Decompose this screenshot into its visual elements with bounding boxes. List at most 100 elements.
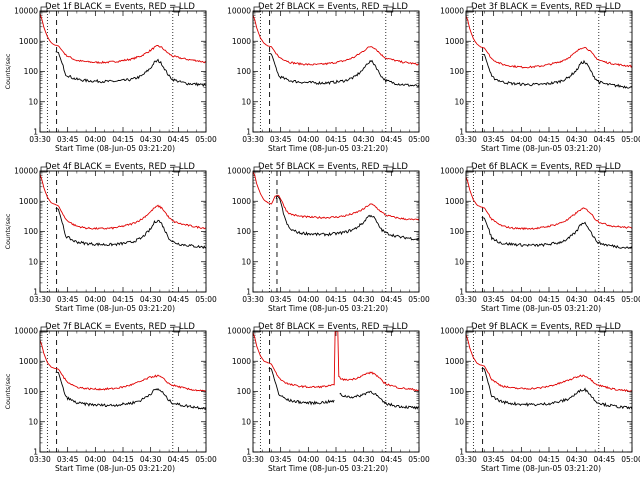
y-tick-label: 1 [33, 288, 38, 297]
x-tick-label: 05:00 [621, 455, 640, 464]
y-tick-label: 10 [241, 417, 251, 426]
panel-det-1: Det 1f BLACK = Events, RED = LLD 1 10 100 10… [4, 2, 217, 153]
x-tick-label: 03:45 [270, 455, 292, 464]
panel-det-9: Det 9f BLACK = Events, RED = LLD 1 10 100 10… [440, 322, 640, 473]
panel-det-5: Det 5f BLACK = Events, RED = LLD 1 10 100 10… [227, 162, 430, 313]
x-tick-label: 03:45 [483, 295, 505, 304]
y-tick-label: 1 [33, 448, 38, 457]
x-tick-label: 03:30 [29, 295, 51, 304]
y-axis-label: Counts/sec [4, 213, 12, 249]
x-tick-label: 04:45 [594, 135, 616, 144]
y-tick-label: 10 [454, 257, 464, 266]
series-events-black [55, 371, 206, 410]
y-tick-label: 1 [246, 128, 251, 137]
x-tick-label: 04:15 [325, 455, 347, 464]
y-tick-label: 1000 [19, 197, 38, 206]
x-tick-label: 04:30 [566, 295, 588, 304]
x-tick-label: 03:30 [29, 135, 51, 144]
series-events-black [481, 217, 632, 250]
y-tick-label: 1000 [445, 37, 464, 46]
x-tick-label: 03:45 [483, 455, 505, 464]
panel-det-4: Det 4f BLACK = Events, RED = LLD 1 10 100 10… [4, 162, 217, 313]
panel-det-8: Det 8f BLACK = Events, RED = LLD 1 10 100 10… [227, 322, 430, 473]
x-tick-label: 04:30 [353, 455, 375, 464]
y-axis-label: Counts/sec [4, 373, 12, 409]
y-tick-label: 10 [28, 257, 38, 266]
plot-frame [252, 10, 420, 133]
flag-box [386, 6, 394, 13]
x-tick-label: 04:30 [140, 295, 162, 304]
y-tick-label: 1 [33, 128, 38, 137]
x-tick-label: 04:15 [325, 295, 347, 304]
y-tick-label: 100 [24, 67, 39, 76]
panel-title: Det 3f BLACK = Events, RED = LLD [471, 2, 621, 12]
series-events-black [55, 51, 206, 88]
flag-box [599, 326, 607, 333]
x-tick-label: 03:30 [455, 295, 477, 304]
series-events-black [55, 207, 206, 250]
x-tick-label: 04:45 [168, 295, 190, 304]
x-axis-label: Start Time (08-Jun-05 03:21:20) [55, 304, 175, 313]
series-events-black [481, 53, 632, 89]
x-tick-label: 04:45 [381, 135, 403, 144]
y-tick-label: 10000 [227, 7, 251, 16]
x-tick-label: 04:00 [298, 295, 320, 304]
x-axis-label: Start Time (08-Jun-05 03:21:20) [481, 464, 601, 473]
y-tick-label: 1 [246, 288, 251, 297]
series-lld-red [466, 176, 632, 231]
y-tick-label: 10 [28, 97, 38, 106]
x-tick-label: 04:00 [298, 455, 320, 464]
y-tick-label: 100 [237, 67, 252, 76]
panel-det-3: Det 3f BLACK = Events, RED = LLD 1 10 100 10… [440, 2, 640, 153]
series-events-black [275, 195, 419, 241]
x-tick-label: 04:15 [325, 135, 347, 144]
series-lld-red [253, 14, 419, 66]
y-tick-label: 100 [237, 227, 252, 236]
flag-box [386, 166, 394, 173]
x-tick-label: 04:00 [511, 295, 533, 304]
flag-box [599, 166, 607, 173]
plot-frame [465, 170, 633, 293]
flag-box [40, 166, 48, 173]
y-tick-label: 10 [454, 97, 464, 106]
x-tick-label: 05:00 [621, 295, 640, 304]
series-lld-red [253, 331, 419, 392]
panel-title: Det 2f BLACK = Events, RED = LLD [258, 2, 408, 12]
y-tick-label: 10 [241, 257, 251, 266]
series-events-black [481, 367, 632, 410]
plot-frame [39, 330, 207, 453]
flag-box [253, 6, 261, 13]
y-tick-label: 100 [450, 67, 465, 76]
x-tick-label: 04:30 [566, 135, 588, 144]
flag-box [173, 6, 181, 13]
x-tick-label: 04:45 [594, 455, 616, 464]
x-tick-label: 05:00 [408, 295, 430, 304]
y-tick-label: 10 [241, 97, 251, 106]
x-tick-label: 03:45 [270, 135, 292, 144]
x-tick-label: 04:00 [85, 455, 107, 464]
y-tick-label: 100 [450, 387, 465, 396]
panel-title: Det 6f BLACK = Events, RED = LLD [471, 162, 621, 172]
flag-box [173, 326, 181, 333]
x-tick-label: 03:30 [455, 455, 477, 464]
x-axis-label: Start Time (08-Jun-05 03:21:20) [481, 144, 601, 153]
y-tick-label: 1000 [232, 37, 251, 46]
y-tick-label: 10000 [227, 167, 251, 176]
panel-title: Det 9f BLACK = Events, RED = LLD [471, 322, 621, 332]
flag-box [599, 6, 607, 13]
x-tick-label: 05:00 [195, 455, 217, 464]
flag-box [253, 326, 261, 333]
y-tick-label: 10000 [14, 327, 38, 336]
y-tick-label: 1000 [232, 357, 251, 366]
x-tick-label: 05:00 [195, 135, 217, 144]
y-tick-label: 10 [454, 417, 464, 426]
panel-det-7: Det 7f BLACK = Events, RED = LLD 1 10 100 10… [4, 322, 217, 473]
x-tick-label: 04:45 [381, 295, 403, 304]
x-tick-label: 03:45 [270, 295, 292, 304]
x-tick-label: 04:30 [140, 135, 162, 144]
series-lld-red [466, 333, 632, 392]
x-axis-label: Start Time (08-Jun-05 03:21:20) [268, 464, 388, 473]
x-tick-label: 04:15 [538, 455, 560, 464]
x-tick-label: 04:30 [353, 135, 375, 144]
plot-frame [39, 170, 207, 293]
